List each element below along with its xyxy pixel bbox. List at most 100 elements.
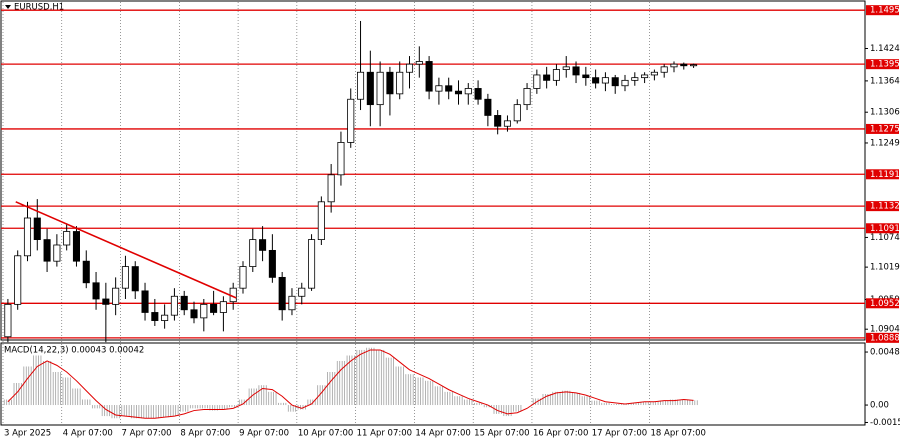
level-label-box [866,5,899,16]
candle-body [650,71,658,76]
trendline [15,201,237,299]
level-label: 1.1091 [870,224,900,234]
x-tick-label: 16 Apr 07:00 [533,429,588,439]
candle-body [484,98,492,116]
x-tick-label: 8 Apr 07:00 [180,429,230,439]
candle-body [327,174,335,203]
macd-frame [0,342,866,426]
candle-body [582,74,590,79]
y-tick-label: 1.1364 [870,76,900,86]
candle-body [562,66,570,70]
candle-body [611,77,619,87]
candle-body [200,303,208,319]
level-label-box [866,298,899,309]
candle-body [131,266,139,292]
candle-body [112,287,120,305]
candle-body [494,115,502,127]
macd-title: MACD(14,22,3) 0.00043 0.00042 [4,346,144,356]
x-tick-label: 9 Apr 07:00 [239,429,289,439]
candle-body [33,217,41,240]
candle-body [102,298,110,305]
candle-body [396,71,404,95]
level-label-box [866,169,899,180]
candle-body [161,314,169,321]
candle-body [347,98,355,143]
level-label-box [866,332,899,343]
candle-body [121,266,129,289]
candle-body [415,61,423,65]
level-label: 1.1191 [870,170,900,180]
x-tick-label: 4 Apr 07:00 [63,429,113,439]
x-tick-label: 15 Apr 07:00 [474,429,529,439]
candle-body [366,71,374,106]
candle-body [53,244,61,262]
y-tick-label: 0.00 [870,401,889,411]
x-tick-label: 14 Apr 07:00 [415,429,470,439]
candle-body [356,71,365,100]
candle-body [405,63,414,73]
x-tick-label: 11 Apr 07:00 [357,429,412,439]
candle-body [239,266,247,289]
candle-body [601,77,609,84]
y-tick-label: 1.1424 [870,44,900,54]
candle-body [680,63,688,67]
candle-body [641,74,649,79]
candle-body [249,239,257,267]
level-label: 1.0888 [870,333,900,343]
candle-body [298,287,306,297]
y-tick-label: 1.0904 [870,325,900,335]
y-tick-label: 1.1074 [870,233,900,243]
level-label-box [866,59,899,70]
chart-title: EURUSD,H1 [14,3,64,13]
candle-body [259,239,267,251]
candle-body [337,142,345,176]
main-frame [0,0,866,341]
candle-body [278,276,286,311]
candle-body [454,90,463,95]
candle-body [43,239,51,262]
level-label-box [866,223,899,234]
x-tick-label: 10 Apr 07:00 [298,429,353,439]
candle-body [308,239,316,289]
candle-body [690,64,698,67]
candle-body [151,312,159,321]
candle-body [170,295,178,316]
menu-icon[interactable] [5,5,11,9]
candle-body [4,303,12,338]
x-tick-label: 17 Apr 07:00 [592,429,647,439]
level-label-box [866,123,899,134]
candle-body [435,85,443,92]
level-label: 1.1395 [870,60,900,70]
candle-body [210,303,218,313]
candle-body [72,231,81,262]
candle-body [180,295,188,311]
candle-body [425,61,433,92]
candle-body [63,231,71,246]
candle-body [523,88,531,106]
candle-body [513,104,521,122]
candle-body [464,88,472,95]
y-tick-label: 1.1306 [870,108,900,118]
x-tick-label: 7 Apr 07:00 [122,429,172,439]
level-label-box [866,201,899,212]
candle-body [23,217,32,257]
candle-body [660,66,668,73]
candle-body [631,77,639,81]
y-tick-label: 1.1019 [870,263,900,273]
candle-body [503,120,512,127]
candle-body [190,309,198,319]
candle-body [670,63,678,68]
candle-body [92,282,100,300]
level-label: 1.0952 [870,299,900,309]
signal-line [7,349,694,419]
candle-body [219,301,227,313]
candle-body [474,88,482,100]
level-label: 1.1275 [870,124,900,134]
y-tick-label: -0.00158 [870,418,900,428]
candle-body [572,66,580,76]
candle-body [268,249,276,278]
candle-body [317,201,325,240]
candle-body [592,77,600,84]
